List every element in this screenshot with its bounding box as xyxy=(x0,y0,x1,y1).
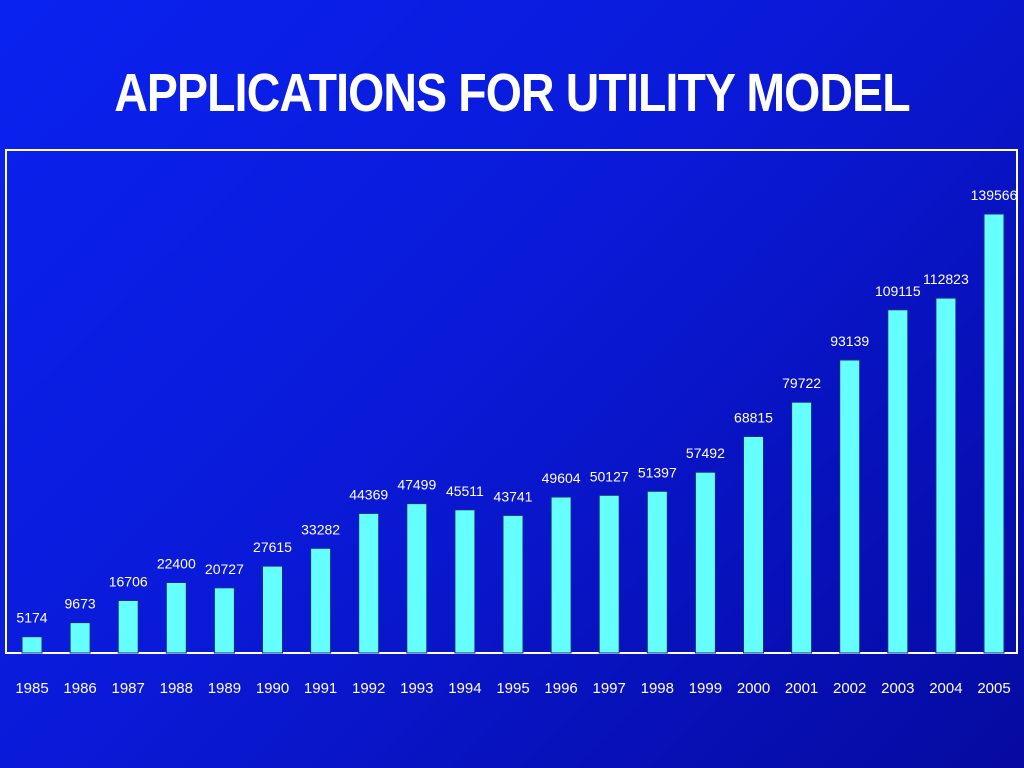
value-label-2000: 68815 xyxy=(734,410,773,426)
x-tick-1987: 1987 xyxy=(112,680,145,697)
value-label-1990: 27615 xyxy=(253,539,292,555)
bar-1989 xyxy=(213,587,235,654)
value-label-1986: 9673 xyxy=(65,596,96,612)
bar-1988 xyxy=(165,582,187,654)
value-label-1999: 57492 xyxy=(686,445,725,461)
bar-2001 xyxy=(791,401,813,654)
bar-1997 xyxy=(598,494,620,654)
x-tick-labels-group: 1985 1986 1987 1988 1989 1990 1991 1992 1993 1994… xyxy=(15,680,1010,697)
value-label-2004: 112823 xyxy=(923,271,969,287)
bar-2000 xyxy=(743,436,764,654)
x-tick-1988: 1988 xyxy=(160,680,193,697)
x-tick-1997: 1997 xyxy=(593,680,626,697)
value-label-1996: 49604 xyxy=(542,470,581,486)
value-label-1997: 50127 xyxy=(590,468,629,484)
value-label-1991: 33282 xyxy=(301,521,340,537)
bar-1994 xyxy=(454,509,476,654)
bar-1987 xyxy=(117,600,139,654)
x-tick-1989: 1989 xyxy=(208,680,241,697)
bar-1991 xyxy=(310,547,332,654)
x-tick-1994: 1994 xyxy=(448,680,481,697)
x-tick-1990: 1990 xyxy=(256,680,289,697)
value-label-2003: 109115 xyxy=(875,283,921,299)
value-label-1992: 44369 xyxy=(349,486,388,502)
chart-title: APPLICATIONS FOR UTILITY MODEL xyxy=(114,63,910,123)
bar-1986 xyxy=(69,622,91,654)
x-tick-1991: 1991 xyxy=(304,680,337,697)
x-tick-2004: 2004 xyxy=(929,680,962,697)
x-tick-1985: 1985 xyxy=(15,680,48,697)
x-tick-2000: 2000 xyxy=(737,680,770,697)
bar-1996 xyxy=(550,496,572,654)
value-label-1993: 47499 xyxy=(397,477,436,493)
x-tick-1993: 1993 xyxy=(400,680,433,697)
bar-1990 xyxy=(262,565,283,654)
value-label-1989: 20727 xyxy=(205,561,244,577)
x-tick-2001: 2001 xyxy=(785,680,818,697)
value-label-2002: 93139 xyxy=(830,333,869,349)
x-tick-1995: 1995 xyxy=(496,680,529,697)
value-label-1998: 51397 xyxy=(638,464,677,480)
value-labels-group: 5174 9673 16706 22400 20727 27615 33282 44369 47… xyxy=(16,187,1017,626)
value-label-1985: 5174 xyxy=(16,610,47,626)
value-label-1987: 16706 xyxy=(109,574,148,590)
value-label-1994: 45511 xyxy=(446,483,484,499)
x-tick-1992: 1992 xyxy=(352,680,385,697)
bar-1985 xyxy=(21,636,43,654)
x-tick-2005: 2005 xyxy=(977,680,1010,697)
bar-2005 xyxy=(983,213,1005,654)
value-label-1995: 43741 xyxy=(494,488,533,504)
x-tick-2002: 2002 xyxy=(833,680,866,697)
bar-2003 xyxy=(887,309,909,654)
bar-1993 xyxy=(406,503,428,654)
value-label-2001: 79722 xyxy=(782,375,821,391)
bar-1999 xyxy=(694,471,716,654)
x-tick-1986: 1986 xyxy=(63,680,96,697)
x-tick-1998: 1998 xyxy=(641,680,674,697)
x-tick-1996: 1996 xyxy=(544,680,577,697)
x-tick-2003: 2003 xyxy=(881,680,914,697)
x-tick-1999: 1999 xyxy=(689,680,722,697)
bar-1995 xyxy=(502,514,524,654)
bar-2004 xyxy=(935,297,957,654)
bar-1998 xyxy=(646,490,668,654)
bars-group xyxy=(21,213,1005,654)
bar-1992 xyxy=(358,512,380,654)
value-label-2005: 139566 xyxy=(971,187,1018,203)
value-label-1988: 22400 xyxy=(157,556,196,572)
bar-2002 xyxy=(839,359,861,654)
